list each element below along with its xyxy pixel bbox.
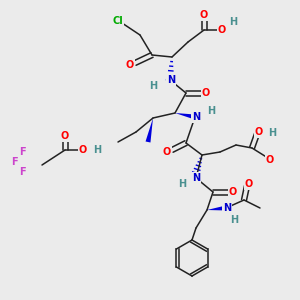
Text: N: N <box>192 112 200 122</box>
Polygon shape <box>207 206 226 211</box>
Polygon shape <box>175 113 196 119</box>
Text: O: O <box>126 60 134 70</box>
Text: Cl: Cl <box>112 16 123 26</box>
Text: O: O <box>255 127 263 137</box>
Text: N: N <box>167 75 175 85</box>
Text: F: F <box>11 157 17 167</box>
Text: N: N <box>223 203 231 213</box>
Text: H: H <box>230 215 238 225</box>
Text: F: F <box>19 147 25 157</box>
Text: O: O <box>229 187 237 197</box>
Text: H: H <box>149 81 157 91</box>
Text: O: O <box>266 155 274 165</box>
Text: O: O <box>202 88 210 98</box>
Text: H: H <box>93 145 101 155</box>
Text: O: O <box>79 145 87 155</box>
Text: H: H <box>178 179 186 189</box>
Text: N: N <box>192 173 200 183</box>
Text: H: H <box>207 106 215 116</box>
Text: O: O <box>61 131 69 141</box>
Text: H: H <box>229 17 237 27</box>
Text: O: O <box>200 10 208 20</box>
Text: O: O <box>245 179 253 189</box>
Polygon shape <box>146 118 153 142</box>
Text: F: F <box>19 167 25 177</box>
Text: O: O <box>163 147 171 157</box>
Text: H: H <box>268 128 276 138</box>
Text: O: O <box>218 25 226 35</box>
